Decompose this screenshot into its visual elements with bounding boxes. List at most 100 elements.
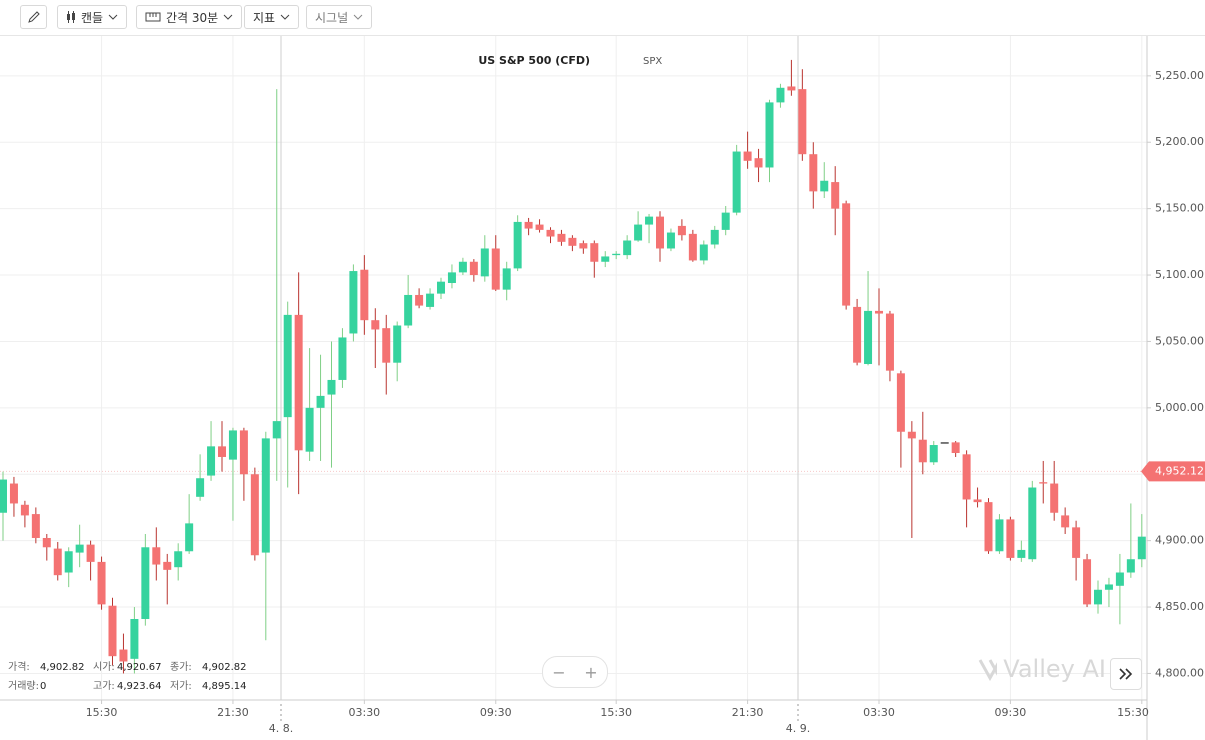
info-label: 가격: (8, 662, 30, 673)
info-label: 종가: (170, 662, 192, 673)
candle-body (579, 243, 588, 249)
candle-body (163, 561, 172, 570)
candle-body (984, 502, 993, 552)
candle-body (732, 151, 741, 213)
candle-body (152, 547, 161, 565)
candle-body (119, 649, 128, 662)
candle-body (940, 442, 949, 444)
candle-body (590, 243, 599, 262)
watermark-text: Valley AI (1003, 655, 1106, 683)
candle-body (327, 379, 336, 395)
candle-body (437, 281, 445, 294)
candle-body (86, 544, 95, 562)
candle-body (382, 328, 391, 363)
x-tick-label: 03:30 (348, 706, 380, 719)
candle-body (1050, 483, 1059, 513)
candle-button[interactable]: 캔들 (57, 5, 128, 29)
candle-body (776, 87, 785, 103)
candle-body (185, 523, 194, 552)
button-label: 간격 30분 (166, 10, 219, 25)
candle-body (568, 237, 577, 246)
y-tick-label: 4,850.00 (1155, 600, 1204, 613)
candle-body (1126, 559, 1135, 573)
candle-body (557, 233, 566, 242)
candle-body (666, 232, 675, 249)
candle-body (546, 229, 555, 237)
candle-body (0, 479, 7, 513)
y-tick-label: 5,200.00 (1155, 135, 1204, 148)
zoom-in[interactable]: + (584, 662, 598, 682)
candle-body (677, 225, 686, 236)
interval-button[interactable]: 간격 30분 (136, 5, 243, 29)
info-value: 4,902.82 (40, 662, 85, 673)
candle-body (951, 442, 960, 453)
candle-body (447, 272, 456, 284)
candle-body (513, 221, 522, 269)
zoom-out[interactable]: − (552, 662, 566, 682)
candle-body (612, 253, 621, 256)
candle-body (798, 89, 807, 155)
candle-body (962, 454, 971, 500)
toolbar: 캔들 간격 30분 지표 시그널 (0, 0, 1205, 36)
y-tick-label: 5,150.00 (1155, 202, 1204, 215)
candle-body (1039, 482, 1048, 484)
x-tick-label: 09:30 (480, 706, 512, 719)
info-label: 고가: (93, 681, 115, 692)
candle-body (283, 314, 292, 418)
candle-body (1104, 584, 1113, 590)
candle-body (831, 182, 840, 209)
candle-body (601, 256, 610, 262)
y-tick-label: 5,000.00 (1155, 401, 1204, 414)
candle-body (393, 325, 402, 363)
signal-button[interactable]: 시그널 (306, 5, 373, 29)
candle-body (929, 445, 938, 463)
indicator-button[interactable]: 지표 (244, 5, 300, 29)
candle-body (524, 221, 533, 229)
draw-button[interactable] (20, 5, 47, 29)
candle-body (228, 430, 237, 460)
candle-body (842, 203, 851, 306)
candle-body (239, 430, 248, 475)
info-value: 4,923.64 (117, 681, 162, 692)
candle-body (360, 269, 369, 321)
x-tick-label: 15:30 (1117, 706, 1149, 719)
candle-body (502, 268, 511, 290)
x-tick-label: 09:30 (995, 706, 1027, 719)
info-label: 저가: (170, 681, 192, 692)
candle-body (174, 551, 183, 568)
x-tick-label: 21:30 (217, 706, 249, 719)
candle-body (688, 233, 697, 261)
info-value: 4,895.14 (202, 681, 247, 692)
candle-body (1006, 519, 1015, 558)
candle-body (721, 212, 730, 230)
candle-body (656, 216, 664, 249)
candle-body (272, 421, 281, 439)
candle-body (1115, 572, 1124, 586)
x-tick-label: 03:30 (863, 706, 895, 719)
candle-body (1094, 589, 1102, 605)
last-price-tag (1141, 461, 1205, 482)
info-label: 시가: (93, 662, 115, 673)
candle-body (349, 271, 358, 334)
button-label: 캔들 (81, 10, 104, 25)
candle-body (699, 244, 708, 261)
candle-body (415, 294, 424, 306)
candle-body (995, 519, 1004, 552)
candle-body (458, 261, 467, 273)
button-label: 지표 (253, 10, 276, 25)
candle-body (42, 537, 51, 548)
candle-body (218, 446, 226, 457)
scroll-right-button[interactable] (1110, 658, 1142, 690)
candle-body (809, 154, 818, 192)
candle-body (710, 229, 719, 245)
date-label: 4. 9. (786, 722, 811, 735)
candle-body (864, 310, 873, 365)
candle-body (338, 337, 347, 380)
candle-body (75, 544, 84, 553)
y-tick-label: 4,900.00 (1155, 534, 1204, 547)
candle-body (973, 499, 982, 503)
candle-body (97, 561, 106, 605)
candle-body (1137, 536, 1146, 560)
candle-body (64, 551, 73, 573)
